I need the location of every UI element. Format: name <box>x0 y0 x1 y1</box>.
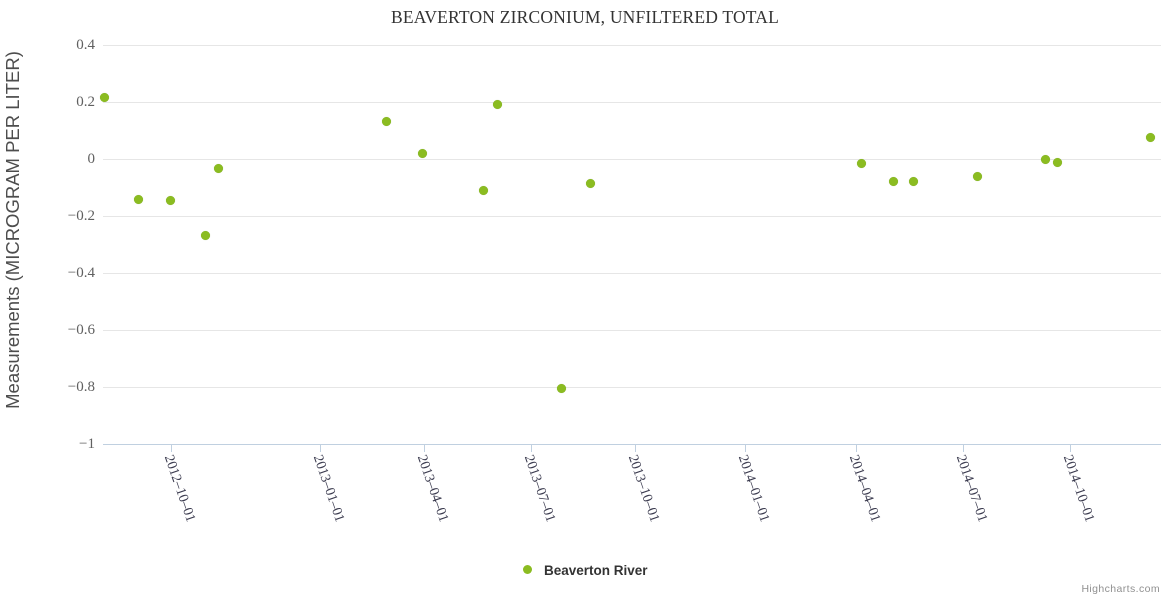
gridline <box>103 273 1161 274</box>
credits-link[interactable]: Highcharts.com <box>1081 583 1160 595</box>
gridline <box>103 330 1161 331</box>
y-axis-tick-label: −0.6 <box>67 322 95 338</box>
x-axis-tick-mark <box>963 445 964 452</box>
data-point[interactable] <box>908 177 918 187</box>
x-axis-tick-label: 2013–01–01 <box>309 453 347 525</box>
data-point[interactable] <box>888 176 898 186</box>
y-axis-tick-labels: 0.4 0.2 0 −0.2 −0.4 −0.6 −0.8 −1 <box>20 37 96 452</box>
data-point[interactable] <box>381 116 391 126</box>
gridline <box>103 387 1161 388</box>
data-point[interactable] <box>1052 157 1062 167</box>
y-axis-tick-label: −1 <box>79 436 95 452</box>
y-axis-tick-label: −0.4 <box>67 265 95 281</box>
data-point[interactable] <box>492 100 502 110</box>
data-point[interactable] <box>213 164 223 174</box>
y-axis-tick-label: 0.2 <box>76 94 95 110</box>
legend-item-label: Beaverton River <box>543 563 648 579</box>
gridline <box>103 102 1161 103</box>
data-point[interactable] <box>1040 154 1050 164</box>
plot-area <box>99 45 1161 444</box>
data-point[interactable] <box>1145 133 1155 143</box>
x-axis-line <box>103 444 1161 445</box>
data-point[interactable] <box>99 93 109 103</box>
x-axis-tick-mark <box>745 445 746 452</box>
y-axis-tick-label: 0 <box>87 151 96 167</box>
x-axis-tick-mark <box>320 445 321 452</box>
x-axis-tick-label: 2014–04–01 <box>845 453 883 525</box>
legend-marker-icon <box>522 565 532 575</box>
chart-title: BEAVERTON ZIRCONIUM, UNFILTERED TOTAL <box>390 7 780 27</box>
y-axis-tick-label: −0.8 <box>67 379 95 395</box>
legend: Beaverton River <box>0 562 1170 580</box>
data-point[interactable] <box>478 186 488 196</box>
data-point[interactable] <box>165 196 175 206</box>
y-axis-tick-label: 0.4 <box>76 37 95 53</box>
legend-item-beaverton-river[interactable]: Beaverton River <box>522 562 648 580</box>
gridline <box>103 216 1161 217</box>
gridline <box>103 159 1161 160</box>
data-point[interactable] <box>133 195 143 205</box>
x-axis-tick-mark <box>1070 445 1071 452</box>
x-axis-tick-mark <box>635 445 636 452</box>
data-point[interactable] <box>417 148 427 158</box>
data-point[interactable] <box>200 231 210 241</box>
x-axis-tick-label: 2014–07–01 <box>952 453 990 525</box>
x-axis-tick-label: 2014–10–01 <box>1059 453 1097 525</box>
x-axis-tick-label: 2013–10–01 <box>624 453 662 525</box>
x-axis-tick-mark <box>856 445 857 452</box>
x-axis-tick-label: 2013–07–01 <box>520 453 558 525</box>
x-axis-tick-label: 2014–01–01 <box>734 453 772 525</box>
x-axis-tick-mark <box>171 445 172 452</box>
data-point[interactable] <box>856 158 866 168</box>
x-axis-tick-mark <box>531 445 532 452</box>
y-axis-tick-label: −0.2 <box>67 208 95 224</box>
x-axis-tick-label: 2013–04–01 <box>413 453 451 525</box>
data-point[interactable] <box>556 383 566 393</box>
data-point[interactable] <box>972 171 982 181</box>
x-axis-tick-mark <box>424 445 425 452</box>
gridline <box>103 45 1161 46</box>
x-axis-tick-label: 2012–10–01 <box>160 453 198 525</box>
data-point[interactable] <box>585 178 595 188</box>
